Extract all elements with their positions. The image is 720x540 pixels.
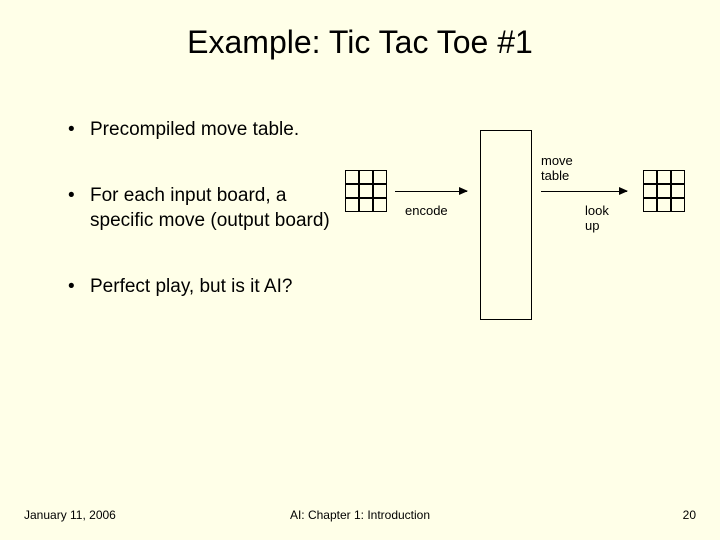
move-table-label: move table [541, 154, 573, 184]
bullet-dot: • [68, 184, 90, 233]
bullet-text: For each input board, a specific move (o… [90, 184, 348, 233]
arrow-encode [395, 191, 467, 192]
bullet-item: • Precompiled move table. [68, 118, 348, 142]
move-table-label-line1: move [541, 153, 573, 168]
bullet-item: • For each input board, a specific move … [68, 184, 348, 233]
bullet-list: • Precompiled move table. • For each inp… [68, 118, 348, 341]
lookup-label-line2: up [585, 218, 599, 233]
bullet-text: Precompiled move table. [90, 118, 299, 142]
bullet-text: Perfect play, but is it AI? [90, 275, 292, 299]
encode-label: encode [405, 204, 448, 219]
move-table-label-line2: table [541, 168, 569, 183]
lookup-label: look up [585, 204, 609, 234]
input-board-grid [345, 170, 387, 212]
slide-title: Example: Tic Tac Toe #1 [0, 0, 720, 61]
lookup-label-line1: look [585, 203, 609, 218]
arrow-lookup [541, 191, 627, 192]
footer-center: AI: Chapter 1: Introduction [24, 508, 696, 522]
move-table-box [480, 130, 532, 320]
diagram: encode move table look up [345, 130, 700, 350]
slide-footer: January 11, 2006 AI: Chapter 1: Introduc… [24, 508, 696, 522]
bullet-item: • Perfect play, but is it AI? [68, 275, 348, 299]
bullet-dot: • [68, 275, 90, 299]
bullet-dot: • [68, 118, 90, 142]
output-board-grid [643, 170, 685, 212]
